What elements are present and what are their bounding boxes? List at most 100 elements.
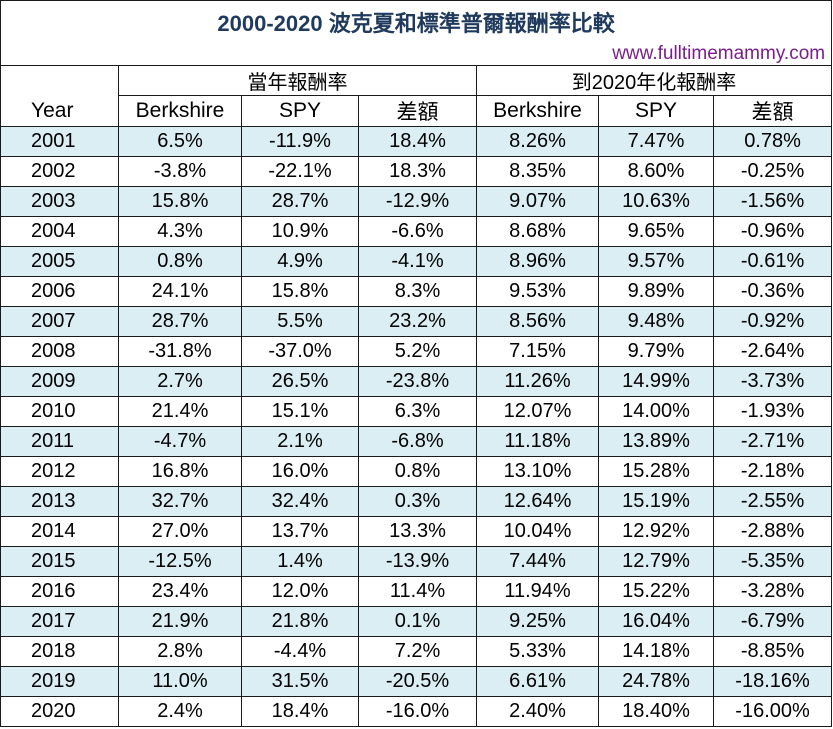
spy-annual-cell: 16.0% [241, 456, 359, 487]
spy-annualized-cell: 18.40% [598, 696, 714, 727]
year-cell: 2014 [0, 516, 119, 547]
group-header-blank [0, 65, 119, 96]
year-cell: 2005 [0, 246, 119, 277]
year-cell: 2006 [0, 276, 119, 307]
berkshire-annual-cell: 21.9% [118, 606, 242, 637]
column-header-diff-annualized: 差額 [712, 95, 833, 127]
website-watermark: www.fulltimemammy.com [0, 43, 833, 66]
diff-annual-cell: 23.2% [358, 306, 477, 337]
table-row: 2016 23.4% 12.0% 11.4% 11.94% 15.22% -3.28% [0, 576, 833, 607]
spy-annual-cell: 32.4% [241, 486, 359, 517]
table-row: 2008 -31.8% -37.0% 5.2% 7.15% 9.79% -2.64% [0, 336, 833, 367]
berkshire-annual-cell: -3.8% [118, 156, 242, 187]
berkshire-annualized-cell: 11.94% [476, 576, 599, 607]
spy-annualized-cell: 10.63% [598, 186, 714, 217]
column-header-berkshire-annualized: Berkshire [476, 95, 599, 127]
diff-annualized-cell: -0.92% [712, 306, 833, 337]
berkshire-annual-cell: -12.5% [118, 546, 242, 577]
berkshire-annualized-cell: 11.26% [476, 366, 599, 397]
column-header-diff-annual: 差額 [358, 95, 477, 127]
spy-annual-cell: 10.9% [241, 216, 359, 247]
berkshire-annual-cell: 21.4% [118, 396, 242, 427]
diff-annualized-cell: -1.56% [712, 186, 833, 217]
spy-annualized-cell: 9.89% [598, 276, 714, 307]
year-cell: 2020 [0, 696, 119, 727]
spy-annualized-cell: 9.65% [598, 216, 714, 247]
diff-annual-cell: -6.6% [358, 216, 477, 247]
berkshire-annual-cell: 2.7% [118, 366, 242, 397]
diff-annualized-cell: -1.93% [712, 396, 833, 427]
diff-annual-cell: 18.3% [358, 156, 477, 187]
table-row: 2014 27.0% 13.7% 13.3% 10.04% 12.92% -2.88% [0, 516, 833, 547]
group-header-annual: 當年報酬率 [118, 65, 477, 96]
berkshire-annualized-cell: 10.04% [476, 516, 599, 547]
spy-annualized-cell: 13.89% [598, 426, 714, 457]
table-body: 2001 6.5% -11.9% 18.4% 8.26% 7.47% 0.78% 2002 -3… [0, 126, 833, 727]
diff-annual-cell: -16.0% [358, 696, 477, 727]
diff-annual-cell: -20.5% [358, 666, 477, 697]
table-row: 2011 -4.7% 2.1% -6.8% 11.18% 13.89% -2.71% [0, 426, 833, 457]
berkshire-annual-cell: 16.8% [118, 456, 242, 487]
berkshire-annual-cell: 4.3% [118, 216, 242, 247]
diff-annualized-cell: -0.61% [712, 246, 833, 277]
berkshire-annual-cell: 2.4% [118, 696, 242, 727]
berkshire-annualized-cell: 2.40% [476, 696, 599, 727]
spy-annualized-cell: 9.48% [598, 306, 714, 337]
spy-annualized-cell: 12.92% [598, 516, 714, 547]
spy-annual-cell: 21.8% [241, 606, 359, 637]
table-row: 2015 -12.5% 1.4% -13.9% 7.44% 12.79% -5.35% [0, 546, 833, 577]
spy-annualized-cell: 14.00% [598, 396, 714, 427]
spy-annual-cell: 26.5% [241, 366, 359, 397]
spy-annual-cell: -11.9% [241, 126, 359, 157]
spy-annualized-cell: 24.78% [598, 666, 714, 697]
spy-annual-cell: -37.0% [241, 336, 359, 367]
berkshire-annualized-cell: 12.07% [476, 396, 599, 427]
year-cell: 2001 [0, 126, 119, 157]
table-row: 2007 28.7% 5.5% 23.2% 8.56% 9.48% -0.92% [0, 306, 833, 337]
diff-annual-cell: 0.1% [358, 606, 477, 637]
spy-annualized-cell: 8.60% [598, 156, 714, 187]
spy-annual-cell: 5.5% [241, 306, 359, 337]
diff-annualized-cell: -0.36% [712, 276, 833, 307]
table-row: 2019 11.0% 31.5% -20.5% 6.61% 24.78% -18.16% [0, 666, 833, 697]
diff-annualized-cell: -6.79% [712, 606, 833, 637]
spy-annualized-cell: 15.22% [598, 576, 714, 607]
berkshire-annual-cell: 6.5% [118, 126, 242, 157]
column-header-berkshire-annual: Berkshire [118, 95, 242, 127]
spy-annual-cell: 12.0% [241, 576, 359, 607]
year-cell: 2018 [0, 636, 119, 667]
diff-annualized-cell: -8.85% [712, 636, 833, 667]
spy-annual-cell: 4.9% [241, 246, 359, 277]
table-row: 2001 6.5% -11.9% 18.4% 8.26% 7.47% 0.78% [0, 126, 833, 157]
table-row: 2005 0.8% 4.9% -4.1% 8.96% 9.57% -0.61% [0, 246, 833, 277]
spy-annualized-cell: 9.79% [598, 336, 714, 367]
berkshire-annual-cell: 27.0% [118, 516, 242, 547]
table-row: 2020 2.4% 18.4% -16.0% 2.40% 18.40% -16.00% [0, 696, 833, 727]
diff-annualized-cell: -2.64% [712, 336, 833, 367]
diff-annual-cell: -6.8% [358, 426, 477, 457]
spy-annual-cell: 15.8% [241, 276, 359, 307]
diff-annualized-cell: -16.00% [712, 696, 833, 727]
berkshire-annualized-cell: 5.33% [476, 636, 599, 667]
berkshire-annual-cell: 28.7% [118, 306, 242, 337]
berkshire-annualized-cell: 13.10% [476, 456, 599, 487]
spy-annualized-cell: 16.04% [598, 606, 714, 637]
spy-annualized-cell: 15.19% [598, 486, 714, 517]
spy-annualized-cell: 14.18% [598, 636, 714, 667]
berkshire-annual-cell: 15.8% [118, 186, 242, 217]
year-cell: 2003 [0, 186, 119, 217]
berkshire-annual-cell: 11.0% [118, 666, 242, 697]
berkshire-annualized-cell: 9.07% [476, 186, 599, 217]
spy-annual-cell: -4.4% [241, 636, 359, 667]
diff-annualized-cell: -2.88% [712, 516, 833, 547]
diff-annualized-cell: -0.25% [712, 156, 833, 187]
diff-annual-cell: 18.4% [358, 126, 477, 157]
spy-annual-cell: 15.1% [241, 396, 359, 427]
diff-annualized-cell: -2.18% [712, 456, 833, 487]
table-row: 2006 24.1% 15.8% 8.3% 9.53% 9.89% -0.36% [0, 276, 833, 307]
berkshire-annualized-cell: 8.26% [476, 126, 599, 157]
berkshire-annualized-cell: 8.56% [476, 306, 599, 337]
year-cell: 2019 [0, 666, 119, 697]
year-cell: 2008 [0, 336, 119, 367]
